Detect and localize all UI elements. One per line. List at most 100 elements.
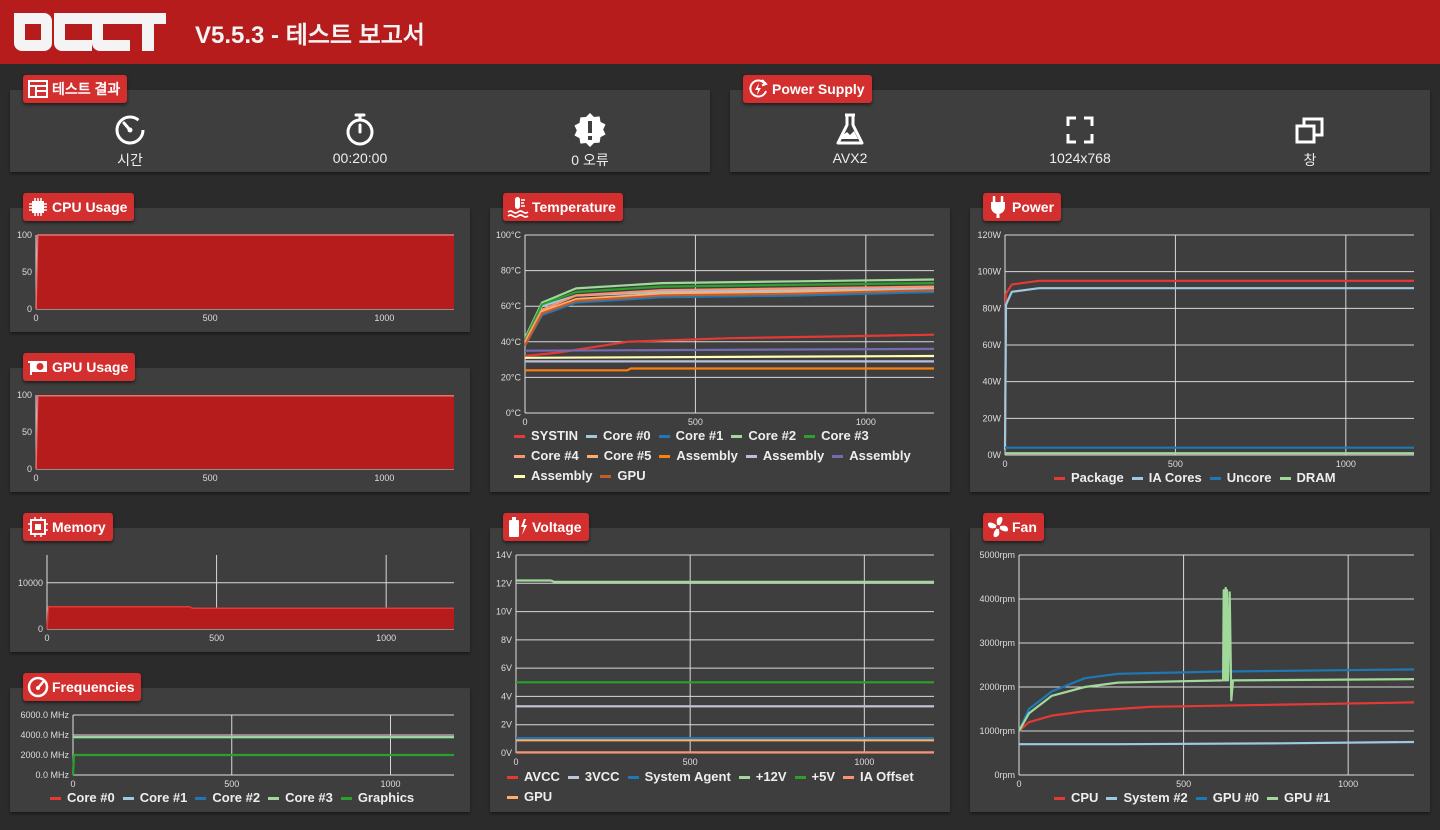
y-tick-label: 10000 [18, 578, 43, 588]
y-tick-label: 60°C [501, 301, 522, 311]
series-line-cpu [1018, 701, 1415, 732]
legend-swatch [658, 435, 670, 439]
legend-item: Assembly [659, 446, 738, 466]
page-title: V5.5.3 - 테스트 보고서 [195, 22, 425, 49]
legend-swatch [794, 776, 806, 780]
temperature-chart: 0°C 20°C 40°C 60°C 80°C 100°C 0 500 1000 [496, 230, 935, 427]
legend-item: 3VCC [567, 767, 620, 787]
stat-duration: 00:20:00 [285, 113, 435, 166]
x-tick-label: 1000 [374, 473, 394, 483]
power-label: Power [1012, 199, 1055, 215]
area-series-outline [46, 606, 454, 630]
legend-label: Core #3 [821, 428, 869, 443]
legend-swatch [514, 475, 525, 479]
legend-item: GPU #1 [1267, 788, 1330, 808]
stat-instruction-set: AVX2 [775, 113, 925, 166]
y-tick-label: 120W [977, 230, 1001, 240]
frequencies-panel [10, 688, 470, 812]
stat-errors: 0 오류 [515, 113, 665, 170]
temperature-badge: Temperature [503, 193, 623, 221]
power-chart: 0W 20W 40W 60W 80W 100W 120W 0 500 1000 [977, 230, 1414, 469]
legend-label: IA Offset [860, 769, 914, 784]
y-tick-label: 4V [501, 691, 512, 701]
x-tick-label: 0 [33, 313, 38, 323]
cpu-chip-icon [27, 196, 49, 218]
legend-swatch [514, 455, 525, 459]
series-line-gpu-1 [1018, 586, 1415, 732]
legend-item: Core #1 [658, 426, 724, 446]
series-line-gpu-0 [1017, 668, 1415, 732]
stat-errors-value: 0 오류 [571, 152, 609, 168]
legend-label: Core #3 [285, 790, 333, 805]
legend-item: SYSTIN [514, 426, 578, 446]
legend-item: Core #3 [268, 788, 333, 808]
area-series [47, 606, 454, 629]
y-tick-label: 80°C [501, 266, 522, 276]
stat-resolution-value: 1024x768 [1049, 150, 1111, 166]
y-tick-label: 1000rpm [979, 726, 1015, 736]
cpu-usage-label: CPU Usage [52, 199, 128, 215]
fan-icon [987, 516, 1009, 538]
legend-swatch [659, 455, 671, 459]
y-tick-label: 0 [27, 464, 32, 474]
y-tick-label: 4000rpm [979, 594, 1015, 604]
legend-swatch [731, 435, 743, 439]
legend-label: Core #0 [67, 790, 115, 805]
legend-swatch [804, 435, 816, 439]
y-tick-label: 0rpm [994, 770, 1015, 780]
legend-item: System Agent [627, 767, 731, 787]
legend-label: Graphics [357, 790, 415, 805]
gpu-card-icon [27, 356, 49, 378]
legend-swatch [1054, 797, 1065, 801]
legend-label: Assembly [676, 448, 738, 463]
y-tick-label: 10V [496, 607, 512, 617]
legend-swatch [1279, 477, 1291, 481]
window-restore-icon [1235, 113, 1385, 147]
x-tick-label: 0 [1016, 779, 1021, 789]
voltage-legend: AVCC 3VCC System Agent +12V +5V IA Offset GPU [507, 767, 947, 807]
y-tick-label: 20W [982, 413, 1001, 423]
stat-duration-value: 00:20:00 [332, 150, 388, 166]
fullscreen-icon [1005, 113, 1155, 147]
gpu-usage-badge: GPU Usage [23, 353, 136, 381]
area-series-outline [35, 394, 454, 470]
y-tick-label: 3000rpm [979, 638, 1015, 648]
legend-swatch [1106, 797, 1118, 801]
x-tick-label: 1000 [376, 633, 396, 643]
legend-item: Package [1054, 468, 1124, 488]
y-tick-label: 6V [501, 663, 512, 673]
error-badge-icon [515, 113, 665, 147]
y-tick-label: 0.0 MHz [35, 770, 69, 780]
legend-label: Package [1071, 470, 1124, 485]
legend-label: Core #0 [602, 428, 651, 443]
y-tick-label: 60W [982, 340, 1001, 350]
y-tick-label: 0W [988, 450, 1002, 460]
power-cycle-icon [747, 78, 769, 100]
legend-item: GPU [600, 466, 646, 486]
series-line-gpu [524, 289, 935, 346]
legend-label: GPU #1 [1284, 790, 1331, 805]
y-tick-label: 50 [22, 427, 32, 437]
legend-item: Core #5 [586, 446, 651, 466]
frequencies-chart: 0.0 MHz 2000.0 MHz 4000.0 MHz 6000.0 MHz 0 50… [20, 710, 454, 789]
area-series [36, 395, 454, 469]
legend-swatch [122, 797, 134, 801]
legend-label: Core #1 [675, 428, 724, 443]
legend-label: Assembly [531, 468, 593, 483]
legend-swatch [195, 797, 207, 801]
legend-label: Core #4 [531, 448, 579, 463]
area-series-outline [35, 234, 454, 310]
power-legend: Package IA Cores Uncore DRAM [1054, 468, 1424, 488]
legend-swatch [514, 435, 525, 439]
stat-window-mode-value: 창 [1303, 152, 1317, 168]
memory-badge: Memory [23, 513, 113, 541]
legend-label: SYSTIN [531, 428, 578, 443]
voltage-panel [490, 528, 950, 812]
legend-label: +12V [755, 769, 787, 784]
legend-item: +12V [738, 767, 787, 787]
voltage-badge: Voltage [503, 513, 589, 541]
legend-item: Core #2 [195, 788, 260, 808]
voltage-label: Voltage [532, 519, 582, 535]
